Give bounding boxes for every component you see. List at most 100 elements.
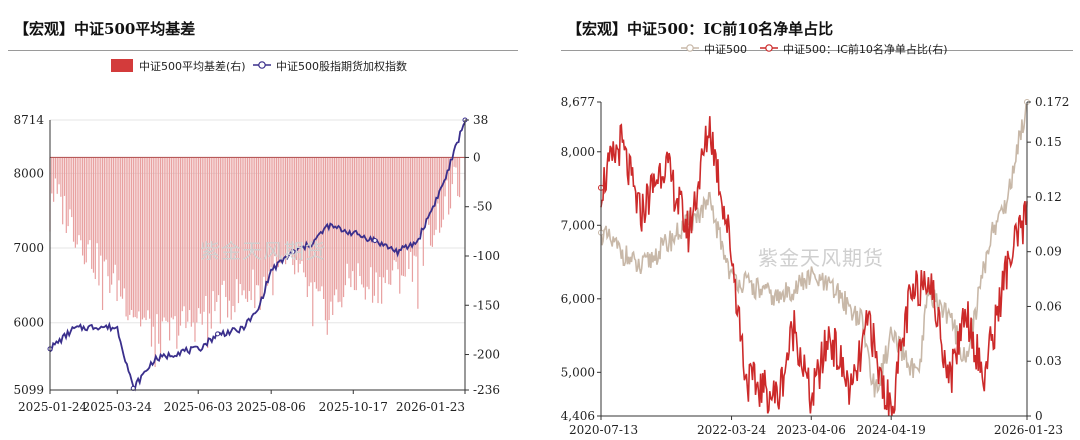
basis-bar	[63, 157, 66, 196]
basis-bar	[368, 157, 370, 290]
basis-bar	[237, 157, 240, 304]
basis-bar	[85, 157, 87, 263]
basis-bar	[152, 157, 154, 327]
basis-bar	[373, 157, 375, 296]
basis-bar	[94, 157, 96, 280]
basis-bar	[138, 157, 140, 312]
basis-bar	[239, 157, 241, 285]
basis-bar	[80, 157, 82, 241]
basis-bar	[270, 157, 272, 268]
basis-bar	[190, 157, 192, 327]
basis-bar	[310, 157, 312, 283]
basis-bar	[205, 157, 207, 296]
title-divider	[8, 50, 518, 51]
basis-bar	[259, 157, 261, 310]
basis-bar	[281, 157, 283, 260]
basis-bar	[286, 157, 289, 249]
basis-bar	[272, 157, 274, 296]
basis-bar	[87, 157, 89, 245]
basis-bar	[382, 157, 385, 278]
y-left-tick-label: 7000	[13, 241, 44, 255]
basis-bar	[370, 157, 372, 268]
basis-bar	[362, 157, 365, 288]
basis-bar	[105, 157, 107, 260]
basis-bar	[192, 157, 194, 323]
basis-bar	[129, 157, 131, 315]
basis-bar	[377, 157, 379, 304]
basis-bar	[292, 157, 294, 266]
basis-bar	[123, 157, 125, 289]
basis-bar	[140, 157, 142, 327]
basis-bar	[397, 157, 399, 270]
basis-bar	[71, 157, 73, 218]
basis-bar	[274, 157, 276, 257]
basis-bar	[342, 157, 345, 298]
basis-bar	[56, 157, 58, 194]
y-right-tick-label: 0	[473, 150, 481, 164]
y-left-tick-label: 8,000	[561, 145, 595, 159]
y-right-tick-label: -100	[473, 249, 500, 263]
basis-bar	[74, 157, 76, 248]
basis-bar	[150, 157, 153, 347]
basis-bar	[410, 157, 412, 252]
basis-bar	[207, 157, 209, 348]
basis-bar	[395, 157, 397, 262]
basis-bar	[78, 157, 80, 236]
basis-bar	[89, 157, 91, 241]
basis-bar	[183, 157, 185, 307]
basis-bar	[257, 157, 260, 286]
basis-bar	[317, 157, 319, 292]
basis-bar	[112, 157, 115, 274]
x-tick-label: 2025-01-24	[18, 400, 88, 414]
basis-bar	[158, 157, 160, 344]
basis-bar	[225, 157, 227, 298]
basis-bar	[216, 157, 218, 302]
basis-bar	[201, 157, 203, 325]
basis-bar	[156, 157, 158, 315]
y-right-tick-label: -150	[473, 298, 500, 312]
basis-bar	[337, 157, 339, 303]
basis-bar	[132, 157, 134, 318]
y-left-tick-label: 5099	[13, 383, 44, 397]
legend-label: 中证500平均基差(右)	[139, 59, 246, 73]
index-point	[290, 249, 296, 255]
basis-bar	[440, 157, 443, 228]
basis-bar	[198, 157, 200, 309]
basis-bar	[261, 157, 263, 299]
basis-bar	[422, 157, 424, 266]
basis-bar	[366, 157, 368, 287]
basis-bar	[297, 157, 299, 273]
x-tick-label: 2026-01-23	[396, 400, 465, 414]
basis-bar	[371, 157, 374, 303]
basis-bar	[176, 157, 178, 349]
basis-bar	[350, 157, 352, 288]
basis-bar	[335, 157, 337, 290]
basis-bar	[402, 157, 404, 277]
basis-bar	[268, 157, 270, 272]
basis-bar	[199, 157, 202, 314]
basis-bar	[252, 157, 254, 270]
basis-bar	[361, 157, 363, 285]
basis-bar	[295, 157, 298, 261]
y-right-tick-label: 0.06	[1035, 299, 1062, 313]
x-tick-label: 2025-08-06	[237, 400, 306, 414]
basis-bar	[353, 157, 356, 291]
basis-bar	[114, 157, 116, 265]
basis-bar	[428, 157, 430, 225]
basis-bars	[49, 157, 466, 368]
basis-bar	[411, 157, 414, 282]
basis-bar	[58, 157, 60, 185]
basis-bar	[399, 157, 401, 294]
basis-bar	[51, 157, 53, 194]
basis-bar	[304, 157, 307, 278]
basis-bar	[448, 157, 450, 215]
basis-bar	[415, 157, 417, 257]
basis-bar	[433, 157, 435, 236]
page-title: 【宏观】中证500平均基差	[14, 20, 196, 38]
basis-bar	[76, 157, 78, 245]
basis-bar	[111, 157, 113, 285]
basis-bar	[159, 157, 162, 360]
basis-bar	[451, 157, 453, 185]
basis-bar	[277, 157, 279, 268]
basis-bar	[315, 157, 317, 289]
